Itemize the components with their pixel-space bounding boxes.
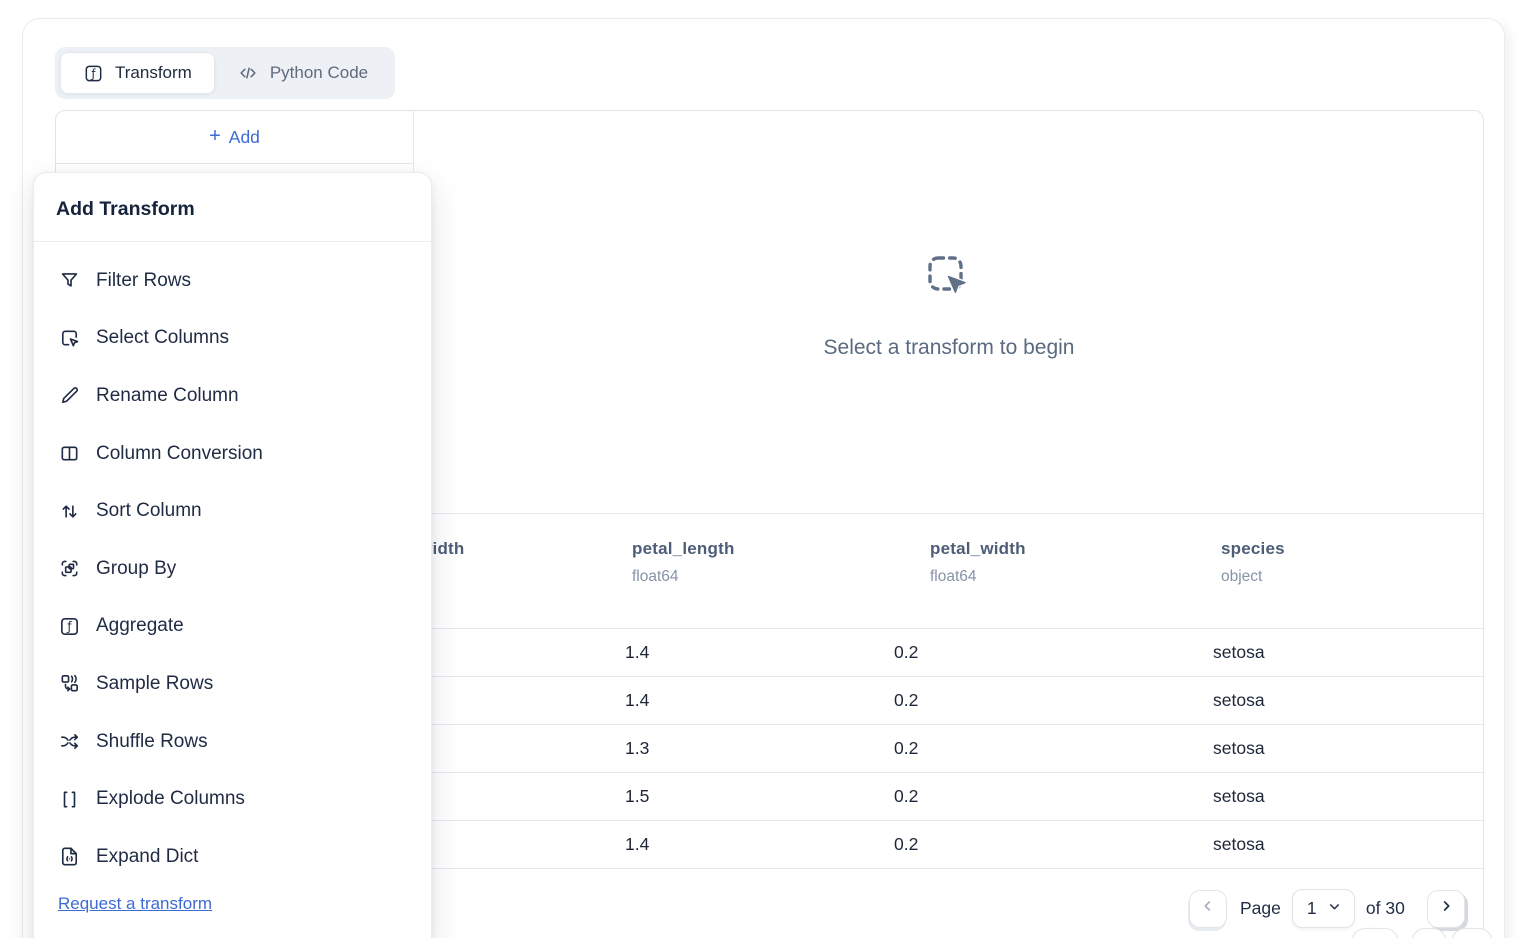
brackets-icon	[58, 788, 81, 811]
cell-petal-length: 1.5	[625, 786, 650, 806]
column-header-petal-length: petal_length float64	[632, 539, 735, 585]
next-page-button[interactable]	[1426, 889, 1465, 928]
page-label: Page	[1240, 898, 1281, 918]
sort-icon	[58, 500, 81, 523]
menu-item-sort-column[interactable]: Sort Column	[34, 482, 431, 540]
empty-state-message: Select a transform to begin	[823, 336, 1075, 359]
cell-species: setosa	[1213, 690, 1265, 710]
cell-petal-length: 1.3	[625, 738, 650, 758]
code-icon	[237, 62, 259, 84]
tab-transform-label: Transform	[115, 63, 192, 82]
prev-page-button[interactable]	[1189, 889, 1227, 928]
menu-item-group-by[interactable]: Group By	[34, 540, 431, 598]
table-row: 1.4 0.2 setosa	[415, 629, 1483, 677]
column-header-species: species object	[1221, 539, 1285, 585]
chevron-right-icon	[1438, 898, 1454, 919]
menu-item-sample-rows[interactable]: Sample Rows	[34, 655, 431, 713]
hidden-bottom-button[interactable]	[1452, 928, 1492, 938]
add-transform-button[interactable]: + Add	[56, 111, 413, 164]
cell-species: setosa	[1213, 642, 1265, 662]
function-icon: ƒ	[83, 63, 104, 84]
chevron-left-icon	[1200, 898, 1216, 919]
cell-petal-width: 0.2	[894, 834, 919, 854]
tab-python-code-label: Python Code	[269, 63, 369, 82]
hidden-bottom-button[interactable]	[1352, 928, 1398, 938]
transform-menu-list: Filter Rows Select Columns Rename Column	[34, 242, 431, 886]
svg-text:ƒ: ƒ	[66, 620, 72, 634]
select-columns-icon	[58, 327, 81, 350]
tab-python-code[interactable]: Python Code	[215, 52, 390, 94]
cell-species: setosa	[1213, 834, 1265, 854]
filter-icon	[58, 269, 81, 292]
menu-item-filter-rows[interactable]: Filter Rows	[34, 252, 431, 310]
expand-dict-icon	[58, 845, 81, 868]
menu-item-shuffle-rows[interactable]: Shuffle Rows	[34, 713, 431, 771]
menu-item-column-conversion[interactable]: Column Conversion	[34, 425, 431, 483]
menu-item-expand-dict[interactable]: Expand Dict	[34, 828, 431, 886]
cell-species: setosa	[1213, 738, 1265, 758]
cursor-select-icon	[925, 253, 973, 306]
data-preview-table: sepal_width float64 petal_length float64…	[365, 513, 1483, 869]
menu-item-select-columns[interactable]: Select Columns	[34, 310, 431, 368]
dropdown-divider	[34, 241, 431, 242]
tab-transform[interactable]: ƒ Transform	[60, 52, 215, 94]
content-area: Select a transform to begin sepal_width …	[365, 111, 1483, 938]
empty-state: Select a transform to begin	[415, 111, 1483, 513]
menu-item-aggregate[interactable]: ƒ Aggregate	[34, 598, 431, 656]
pagination: Page 1 of 30	[1189, 889, 1465, 928]
column-header-petal-width: petal_width float64	[930, 539, 1026, 585]
cell-petal-width: 0.2	[894, 642, 919, 662]
page-select-value: 1	[1306, 898, 1317, 918]
svg-text:ƒ: ƒ	[90, 66, 96, 80]
table-header-row: sepal_width float64 petal_length float64…	[365, 514, 1483, 629]
menu-item-explode-columns[interactable]: Explode Columns	[34, 770, 431, 828]
shuffle-icon	[58, 730, 81, 753]
chevron-down-icon	[1327, 898, 1342, 919]
dropdown-title: Add Transform	[56, 198, 195, 220]
table-row: 1.5 0.2 setosa	[415, 773, 1483, 821]
cell-petal-width: 0.2	[894, 786, 919, 806]
columns-icon	[58, 442, 81, 465]
function-icon: ƒ	[58, 615, 81, 638]
request-transform-link[interactable]: Request a transform	[58, 893, 213, 913]
page-select[interactable]: 1	[1291, 889, 1355, 928]
page-total-label: of 30	[1365, 898, 1405, 918]
table-row: 1.3 0.2 setosa	[415, 725, 1483, 773]
sample-rows-icon	[58, 672, 81, 695]
cell-petal-width: 0.2	[894, 690, 919, 710]
table-row: 1.4 0.2 setosa	[415, 677, 1483, 725]
menu-item-rename-column[interactable]: Rename Column	[34, 367, 431, 425]
pencil-icon	[58, 384, 81, 407]
table-row: 1.4 0.2 setosa	[415, 821, 1483, 869]
plus-icon: +	[209, 125, 221, 147]
mode-tab-group: ƒ Transform Python Code	[55, 47, 396, 99]
cell-petal-length: 1.4	[625, 690, 650, 710]
cell-petal-length: 1.4	[625, 834, 650, 854]
cell-petal-width: 0.2	[894, 738, 919, 758]
cell-petal-length: 1.4	[625, 642, 650, 662]
group-by-icon	[58, 557, 81, 580]
add-button-label: Add	[228, 126, 260, 147]
cell-species: setosa	[1213, 786, 1265, 806]
add-transform-dropdown: Add Transform Filter Rows Select Columns	[33, 172, 432, 938]
